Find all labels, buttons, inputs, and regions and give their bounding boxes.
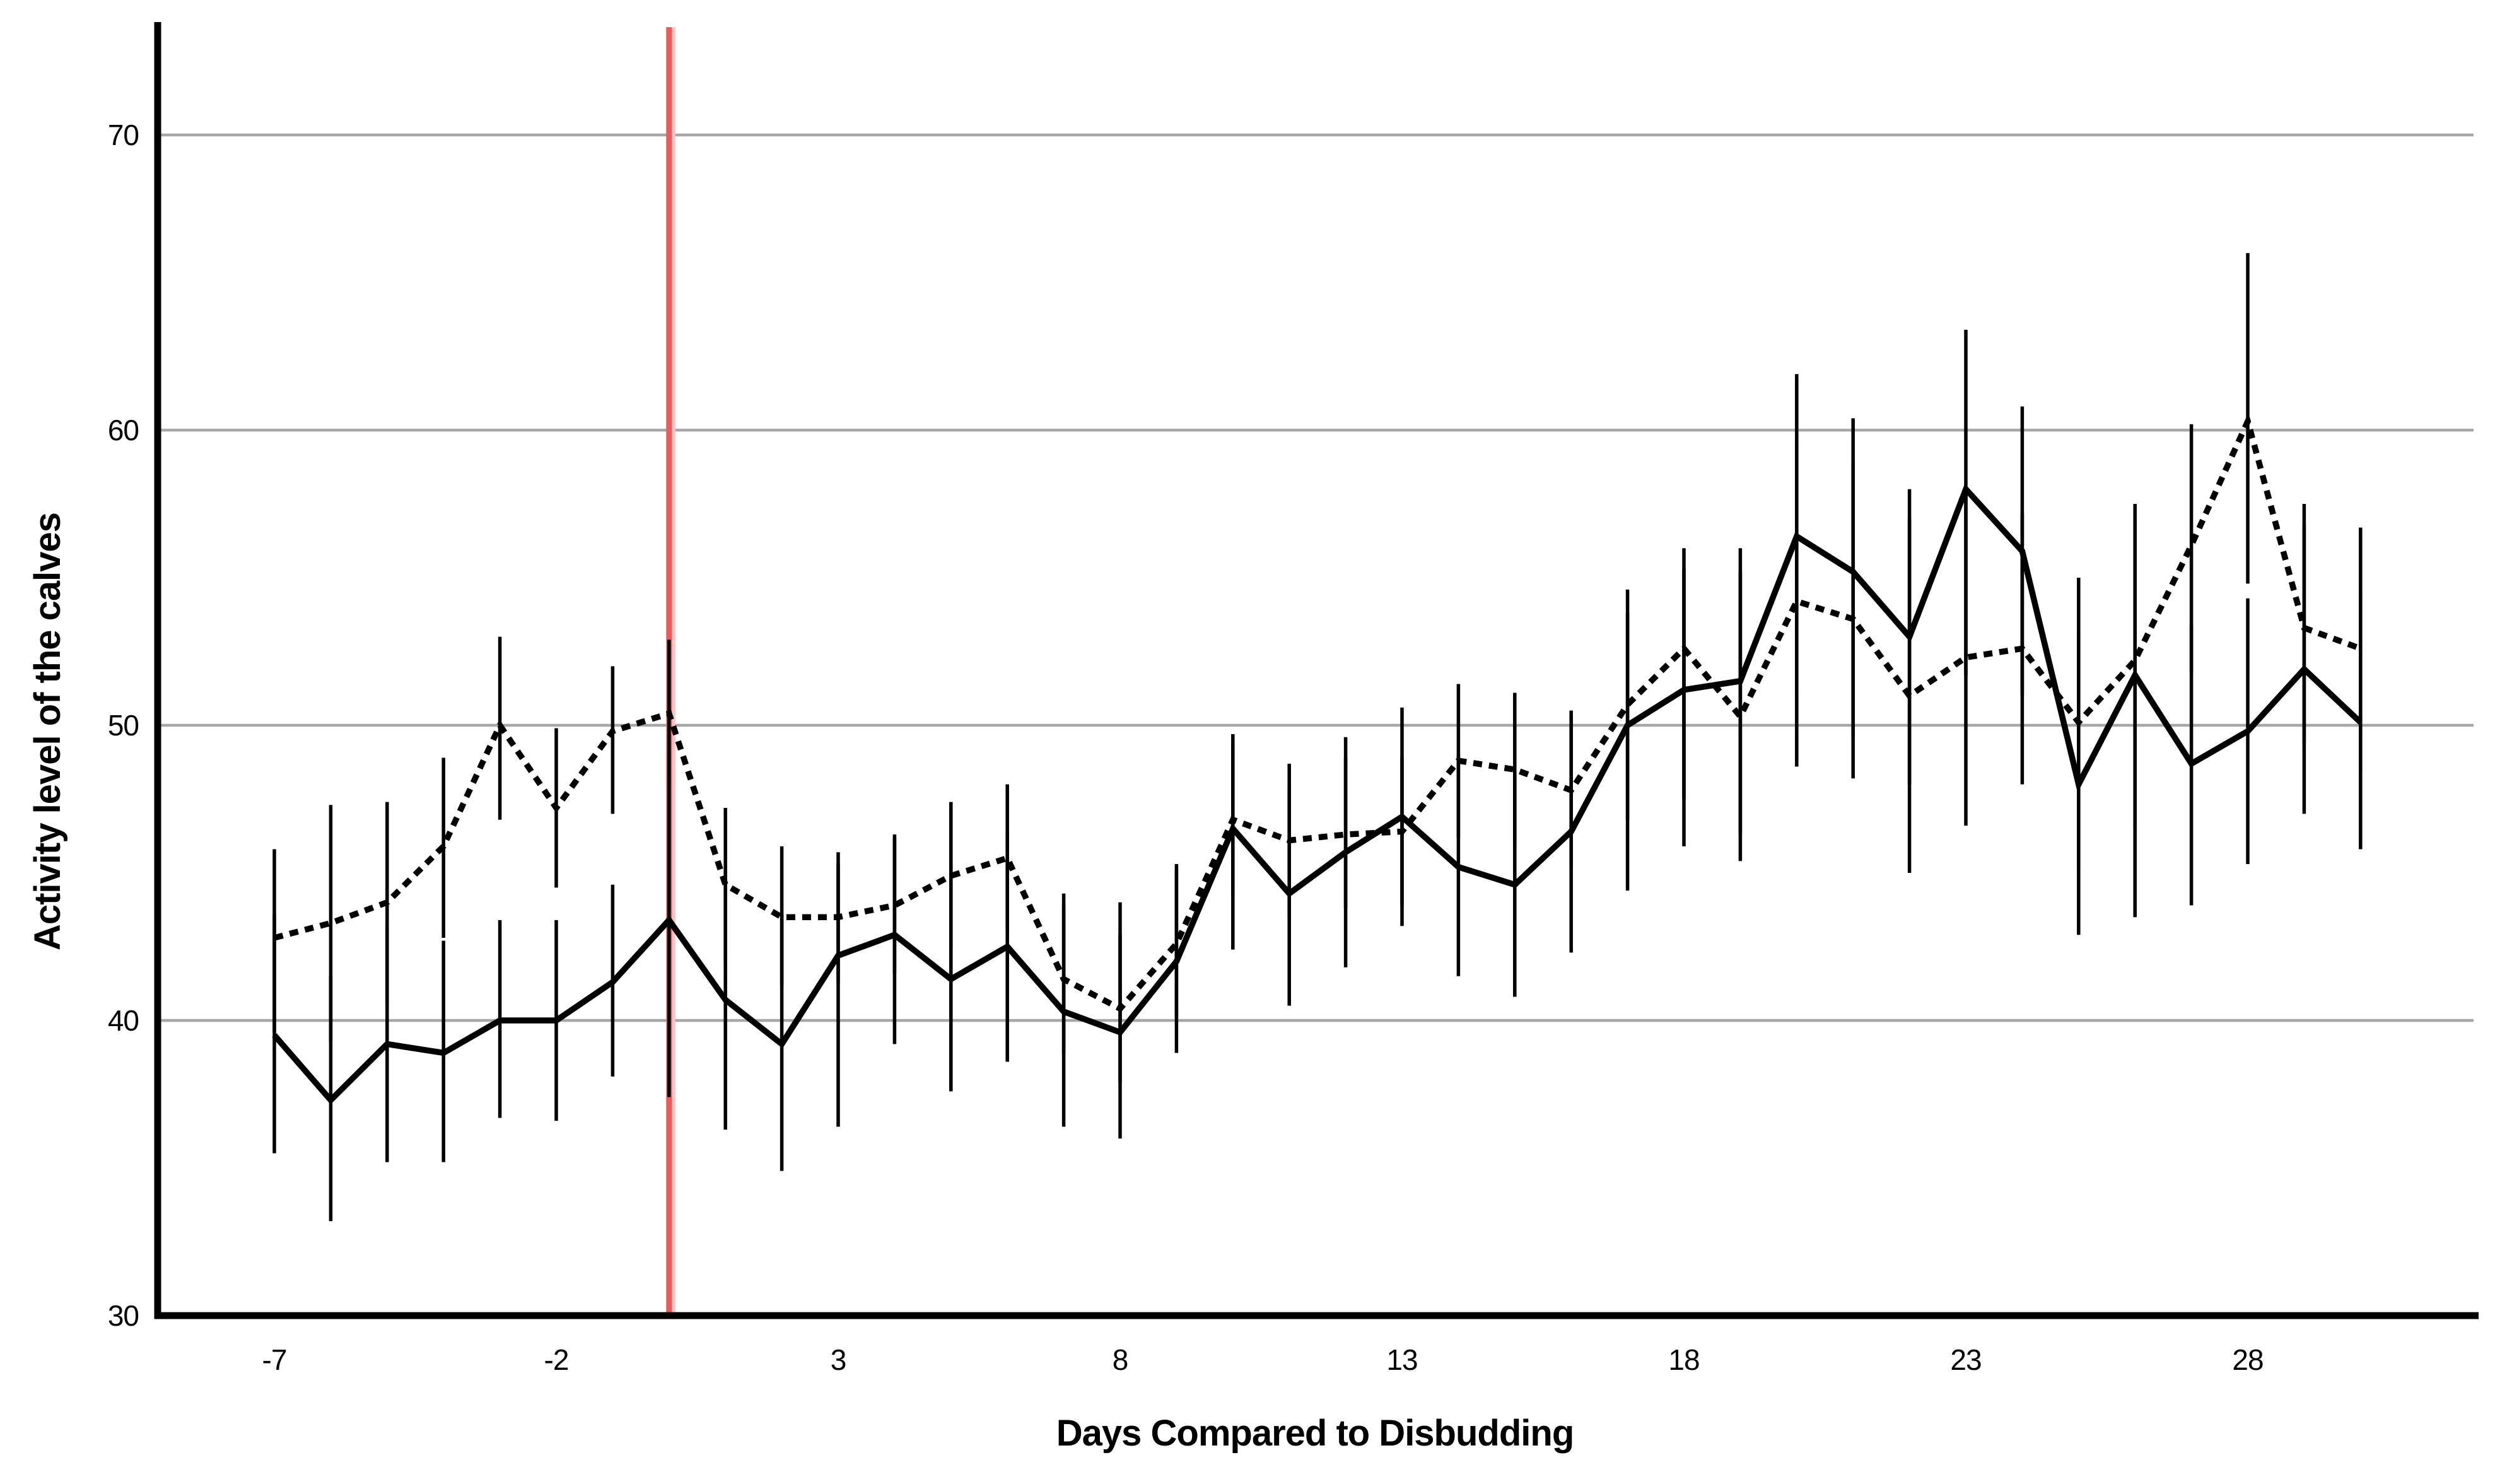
x-tick-label: 23 [1950,1343,1981,1376]
y-tick-label: 30 [108,1299,139,1332]
y-tick-label: 50 [108,709,139,742]
x-tick-label: 8 [1113,1343,1128,1376]
error-bars-layer [272,253,2363,1222]
y-tick-label: 60 [108,414,139,447]
y-axis-title: Activity level of the calves [27,513,68,950]
y-tick-label: 40 [108,1004,139,1037]
x-axis-title: Days Compared to Disbudding [1056,1413,1574,1454]
series-dashed-line [273,412,2362,1013]
error-bars-dashed [272,253,2363,1083]
tick-labels-layer: 30 40 50 60 70 -7 -2 3 8 13 18 23 28 [108,119,2264,1376]
series-layer [272,412,2363,1105]
axes-layer [154,22,2479,1319]
x-tick-label: 3 [831,1343,846,1376]
gridlines [158,133,2474,1022]
x-tick-label: -2 [544,1343,569,1376]
series-solid-line [272,483,2363,1105]
error-bars-solid [272,329,2363,1222]
x-tick-label: 18 [1668,1343,1699,1376]
x-tick-label: -7 [262,1343,287,1376]
x-tick-label: 13 [1386,1343,1417,1376]
y-tick-label: 70 [108,119,139,151]
x-tick-label: 28 [2232,1343,2263,1376]
